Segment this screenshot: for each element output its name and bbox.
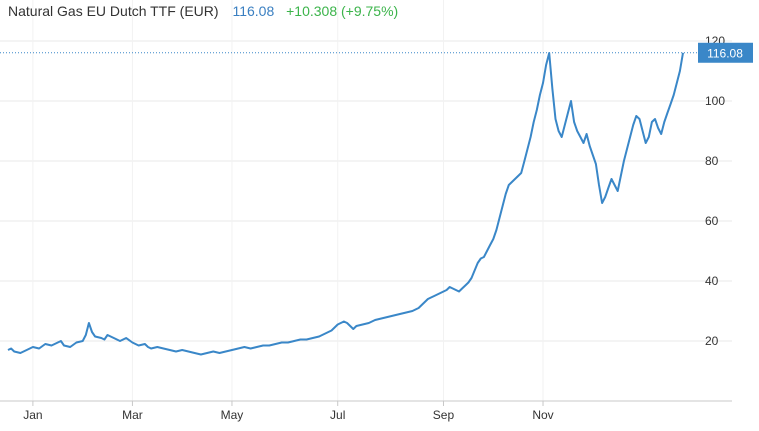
vertical-gridlines: [32, 0, 544, 401]
last-price-tag-bg: [698, 42, 753, 63]
y-tick-label: 40: [705, 274, 719, 288]
x-tick-label: Mar: [122, 408, 143, 422]
y-tick-label: 80: [705, 154, 719, 168]
last-price-tag: 116.08: [698, 42, 753, 63]
y-tick-label: 100: [705, 94, 725, 108]
horizontal-gridlines: [0, 40, 732, 342]
x-tick-label: Jan: [23, 408, 42, 422]
x-tick-label: Nov: [532, 408, 553, 422]
y-tick-label: 20: [705, 334, 719, 348]
last-price-tag-label: 116.08: [707, 46, 743, 60]
x-tick-label: Sep: [433, 408, 455, 422]
instrument-title: Natural Gas EU Dutch TTF (EUR): [8, 3, 219, 19]
price-change: +10.308 (+9.75%): [286, 3, 399, 19]
current-price: 116.08: [232, 3, 275, 19]
x-axis-ticks: [32, 401, 544, 406]
x-tick-label: May: [221, 408, 244, 422]
x-axis-labels: Jan Mar May Jul Sep Nov: [23, 408, 553, 422]
y-tick-label: 60: [705, 214, 719, 228]
price-series-line: [7, 52, 684, 356]
chart-header: Natural Gas EU Dutch TTF (EUR) 116.08 +1…: [8, 3, 398, 19]
x-tick-label: Jul: [330, 408, 345, 422]
